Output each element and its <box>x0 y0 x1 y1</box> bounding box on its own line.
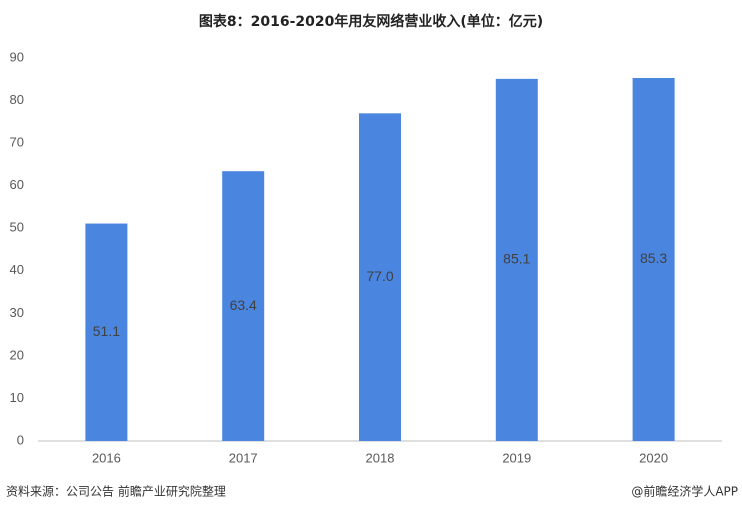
y-tick-label: 70 <box>10 135 24 150</box>
credit: @前瞻经济学人APP <box>631 484 738 499</box>
value-label: 77.0 <box>366 268 393 284</box>
bar <box>85 223 128 441</box>
bar <box>222 171 265 441</box>
y-tick-label: 50 <box>10 220 24 235</box>
value-label: 85.3 <box>640 250 667 266</box>
source-note: 资料来源：公司公告 前瞻产业研究院整理 <box>6 484 226 499</box>
value-label: 63.4 <box>230 297 257 313</box>
value-label: 85.1 <box>503 251 530 267</box>
y-tick-label: 10 <box>10 390 24 405</box>
bar <box>495 78 538 441</box>
x-tick-label: 2020 <box>639 450 668 465</box>
y-tick-label: 90 <box>10 49 24 64</box>
bar <box>359 113 401 442</box>
y-tick-label: 20 <box>10 347 24 362</box>
x-tick-label: 2016 <box>92 450 121 465</box>
x-tick-label: 2017 <box>229 450 258 465</box>
y-tick-label: 0 <box>17 432 24 447</box>
x-tick-label: 2019 <box>502 450 531 465</box>
x-tick-label: 2018 <box>366 450 395 465</box>
y-tick-label: 30 <box>10 305 24 320</box>
bar <box>632 78 675 442</box>
y-tick-label: 80 <box>10 92 24 107</box>
y-tick-label: 60 <box>10 177 24 192</box>
y-tick-label: 40 <box>10 262 24 277</box>
value-label: 51.1 <box>93 323 120 339</box>
chart-title: 图表8：2016-2020年用友网络营业收入(单位：亿元) <box>199 13 543 30</box>
